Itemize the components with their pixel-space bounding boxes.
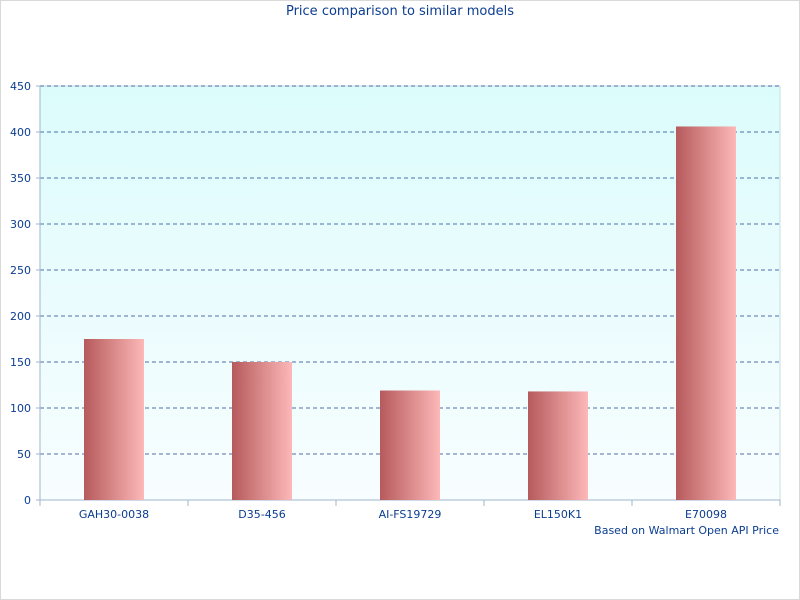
- x-tick-label: EL150K1: [534, 508, 582, 521]
- y-tick-label: 150: [10, 356, 31, 369]
- x-tick-label: AI-FS19729: [379, 508, 442, 521]
- x-tick-label: GAH30-0038: [79, 508, 149, 521]
- y-tick-label: 200: [10, 310, 31, 323]
- bar: [232, 362, 292, 500]
- y-tick-label: 50: [17, 448, 31, 461]
- tick-labels: 0 50 100 150 200 250 300 350 400 450 GAH30-0038 D35…: [10, 80, 727, 521]
- bar: [528, 391, 588, 500]
- bars: [84, 126, 736, 500]
- y-tick-label: 300: [10, 218, 31, 231]
- y-tick-label: 250: [10, 264, 31, 277]
- bar: [84, 339, 144, 500]
- y-tick-label: 100: [10, 402, 31, 415]
- bar: [380, 390, 440, 500]
- y-tick-label: 0: [24, 494, 31, 507]
- bar: [676, 126, 736, 500]
- y-tick-label: 450: [10, 80, 31, 93]
- x-tick-label: D35-456: [238, 508, 285, 521]
- gridlines: [40, 85, 780, 455]
- y-tick-label: 350: [10, 172, 31, 185]
- x-tick-label: E70098: [685, 508, 727, 521]
- chart-title: Price comparison to similar models: [285, 4, 515, 19]
- y-tick-label: 400: [10, 126, 31, 139]
- chart-footnote: Based on Walmart Open API Price: [594, 524, 779, 537]
